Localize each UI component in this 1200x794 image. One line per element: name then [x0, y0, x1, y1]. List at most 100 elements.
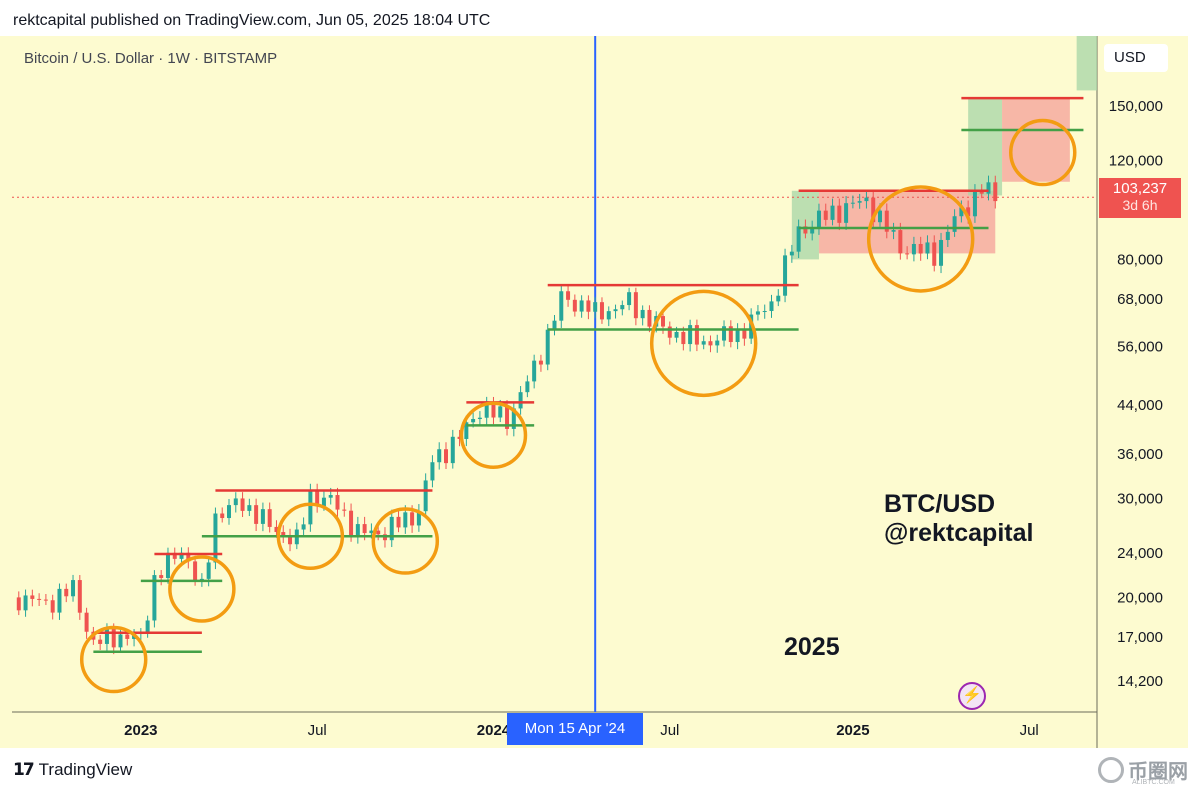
- y-tick-label: 24,000: [1117, 545, 1163, 562]
- candle-body: [613, 309, 618, 312]
- candle-body: [816, 210, 821, 228]
- candle-body: [966, 207, 971, 217]
- candle-body: [240, 498, 245, 511]
- bar-countdown: 3d 6h: [1122, 197, 1158, 213]
- candle-body: [335, 495, 340, 510]
- candle-body: [878, 210, 882, 223]
- candle-body: [254, 505, 259, 524]
- candle-body: [186, 552, 191, 562]
- y-tick-label: 120,000: [1109, 153, 1163, 170]
- candle-body: [776, 295, 781, 302]
- candle-body: [349, 510, 354, 537]
- candle-body: [423, 480, 428, 512]
- candle-body: [233, 498, 238, 506]
- candle-body: [905, 253, 910, 255]
- watermark-subtext: ALIBTC.COM: [1132, 779, 1175, 786]
- candle-body: [891, 230, 896, 232]
- candle-body: [281, 532, 286, 536]
- candle-body: [647, 309, 652, 327]
- candle-body: [511, 408, 516, 429]
- candle-body: [715, 340, 720, 346]
- x-tick-label: Jul: [660, 722, 679, 739]
- candle-body: [545, 329, 550, 365]
- candle-body: [152, 575, 157, 621]
- candle-body: [857, 201, 862, 203]
- y-tick-label: 36,000: [1117, 446, 1163, 463]
- candle-body: [627, 292, 632, 306]
- candle-body: [925, 242, 930, 254]
- last-price-value: 103,237: [1112, 180, 1168, 197]
- candle-body: [410, 512, 415, 526]
- candle-body: [84, 612, 89, 632]
- watermark-text: 币圈网: [1128, 761, 1188, 783]
- candle-body: [389, 516, 394, 541]
- candle-body: [450, 436, 455, 464]
- candle-body: [498, 406, 503, 418]
- candle-body: [260, 509, 265, 524]
- lightning-icon[interactable]: ⚡: [958, 682, 986, 710]
- y-tick-label: 17,000: [1117, 629, 1163, 646]
- candle-body: [111, 627, 116, 648]
- candle-body: [694, 325, 699, 345]
- candle-body: [762, 311, 767, 313]
- candle-body: [403, 512, 408, 528]
- candle-body: [321, 497, 326, 507]
- candle-body: [220, 513, 225, 519]
- candle-body: [735, 329, 740, 343]
- candle-body: [16, 597, 21, 611]
- candle-body: [898, 230, 903, 254]
- candle-body: [823, 210, 828, 220]
- y-tick-label: 14,200: [1117, 673, 1163, 690]
- highlight-circle: [79, 625, 148, 694]
- highlight-circle: [649, 289, 758, 398]
- highlight-circle: [866, 185, 975, 293]
- currency-button[interactable]: USD: [1104, 44, 1168, 72]
- annotation-handle: @rektcapital: [884, 519, 1034, 547]
- candle-body: [871, 197, 876, 223]
- candle-body: [932, 242, 937, 266]
- watermark: 币圈网 ALIBTC.COM: [1098, 755, 1188, 786]
- candle-body: [579, 300, 584, 312]
- candle-body: [50, 600, 55, 613]
- candle-body: [37, 598, 42, 600]
- plot-area: [12, 36, 1097, 712]
- candle-body: [118, 634, 123, 648]
- candle-body: [159, 575, 164, 578]
- candle-body: [532, 360, 537, 382]
- candle-body: [125, 634, 130, 639]
- candle-body: [213, 513, 218, 563]
- candle-body: [328, 495, 333, 498]
- plot-margin: [0, 36, 12, 712]
- candle-body: [918, 243, 923, 254]
- candle-body: [701, 341, 706, 345]
- crosshair-date-label: Mon 15 Apr '24: [507, 713, 643, 745]
- candle-body: [586, 300, 591, 312]
- tv-logo-icon: 𝟭𝟳: [13, 760, 35, 779]
- annotation-year: 2025: [784, 633, 840, 661]
- candle-body: [606, 311, 611, 320]
- candle-body: [552, 320, 557, 330]
- y-tick-label: 44,000: [1117, 397, 1163, 414]
- annotation-pair: BTC/USD: [884, 490, 996, 518]
- y-tick-label: 20,000: [1117, 589, 1163, 606]
- candle-body: [939, 239, 944, 266]
- candle-body: [593, 302, 598, 312]
- candle-body: [342, 509, 347, 511]
- candle-body: [688, 325, 693, 345]
- tradingview-logo[interactable]: 𝟭𝟳 TradingView: [13, 760, 132, 780]
- price-axis-area: [1097, 36, 1188, 712]
- y-tick-label: 80,000: [1117, 251, 1163, 268]
- x-tick-label: 2025: [836, 722, 869, 739]
- candle-body: [355, 524, 360, 537]
- candle-body: [193, 561, 198, 581]
- candle-body: [315, 490, 320, 507]
- candle-body: [505, 406, 510, 429]
- candle-body: [993, 182, 998, 202]
- candle-body: [301, 524, 306, 530]
- candle-body: [518, 392, 523, 409]
- candle-body: [179, 552, 184, 559]
- candle-body: [755, 311, 760, 315]
- candle-body: [661, 316, 665, 327]
